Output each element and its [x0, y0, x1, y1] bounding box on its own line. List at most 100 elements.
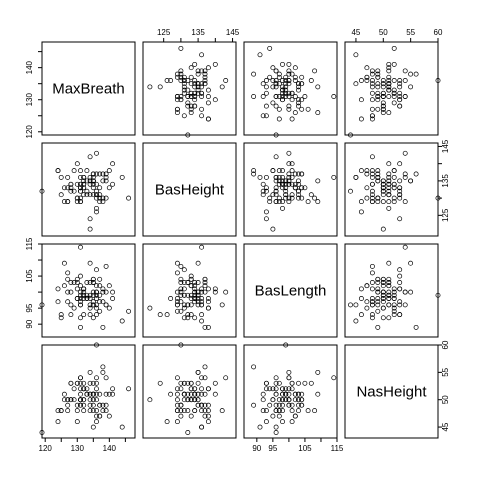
- data-point: [315, 178, 321, 184]
- data-point: [181, 90, 187, 96]
- data-point: [273, 192, 279, 198]
- data-point: [375, 286, 381, 292]
- data-point: [97, 192, 103, 198]
- data-point: [90, 424, 96, 430]
- data-point: [74, 199, 80, 205]
- data-point: [168, 391, 174, 397]
- data-point: [260, 113, 266, 119]
- data-point: [84, 391, 90, 397]
- data-point: [68, 380, 74, 386]
- data-point: [358, 97, 364, 103]
- data-point: [185, 292, 191, 298]
- variable-label-nasheight: NasHeight: [356, 384, 427, 401]
- data-point: [90, 280, 96, 285]
- data-point: [78, 188, 83, 194]
- data-point: [267, 45, 273, 51]
- data-point: [199, 113, 205, 119]
- data-point: [103, 302, 109, 308]
- data-point: [199, 94, 205, 99]
- data-point: [55, 286, 61, 292]
- data-point: [391, 289, 397, 295]
- x-tick-label-basheight: 135: [191, 28, 205, 37]
- data-point: [286, 386, 292, 392]
- data-point: [199, 81, 205, 87]
- data-point: [181, 81, 187, 87]
- data-point: [380, 283, 386, 289]
- data-point: [315, 369, 321, 375]
- data-point: [286, 391, 292, 397]
- data-point: [174, 408, 180, 414]
- y-tick-label-basheight: 125: [441, 208, 450, 222]
- data-point: [94, 305, 99, 311]
- data-point: [185, 408, 191, 414]
- data-point: [286, 103, 292, 109]
- data-point: [188, 386, 194, 392]
- data-point: [78, 380, 83, 386]
- data-point: [375, 84, 381, 90]
- data-point: [199, 244, 205, 250]
- data-point: [375, 106, 381, 112]
- data-point: [97, 413, 103, 419]
- data-point: [199, 90, 205, 96]
- data-point: [90, 315, 96, 321]
- data-point: [147, 305, 153, 311]
- data-point: [174, 391, 180, 397]
- data-point: [402, 78, 408, 83]
- data-point: [386, 260, 392, 266]
- data-point: [202, 391, 208, 397]
- y-tick-label-basheight: 135: [441, 174, 450, 188]
- data-point: [386, 174, 392, 180]
- data-point: [280, 419, 285, 425]
- data-point: [78, 283, 83, 289]
- data-point: [280, 408, 285, 414]
- data-point: [402, 244, 408, 250]
- data-point: [369, 181, 375, 187]
- data-point: [408, 71, 414, 77]
- data-point: [71, 188, 77, 194]
- data-point: [87, 226, 93, 232]
- data-point: [369, 90, 375, 96]
- data-point: [192, 292, 198, 298]
- data-point: [202, 276, 208, 282]
- data-point: [103, 263, 109, 269]
- data-point: [283, 81, 289, 87]
- data-point: [81, 192, 87, 198]
- data-point: [369, 97, 375, 103]
- y-tick-label-baslength: 95: [25, 303, 34, 312]
- data-point: [331, 375, 337, 381]
- data-point: [375, 74, 381, 80]
- data-point: [94, 283, 99, 289]
- data-point: [267, 195, 273, 201]
- data-point: [188, 90, 194, 96]
- data-point: [391, 87, 397, 93]
- data-point: [386, 78, 392, 83]
- data-point: [386, 65, 392, 71]
- data-point: [364, 299, 370, 305]
- data-point: [397, 280, 403, 285]
- data-point: [195, 397, 201, 403]
- data-point: [195, 391, 201, 397]
- data-point: [223, 289, 229, 295]
- data-point: [126, 386, 132, 392]
- y-tick-label-maxbreath: 130: [25, 93, 34, 107]
- data-point: [55, 299, 61, 305]
- data-point: [263, 386, 269, 392]
- data-point: [286, 71, 292, 77]
- data-point: [280, 386, 285, 392]
- data-point: [397, 273, 403, 279]
- data-point: [402, 302, 408, 308]
- data-point: [386, 283, 392, 289]
- data-point: [276, 71, 282, 77]
- data-point: [286, 375, 292, 381]
- data-point: [292, 391, 298, 397]
- data-point: [386, 205, 392, 211]
- data-point: [296, 97, 301, 103]
- data-point: [364, 283, 370, 289]
- data-point: [181, 380, 187, 386]
- y-tick-label-baslength: 115: [25, 237, 34, 250]
- data-point: [78, 375, 83, 381]
- data-point: [276, 195, 282, 201]
- data-point: [39, 302, 45, 308]
- data-point: [263, 419, 269, 425]
- data-point: [110, 391, 116, 397]
